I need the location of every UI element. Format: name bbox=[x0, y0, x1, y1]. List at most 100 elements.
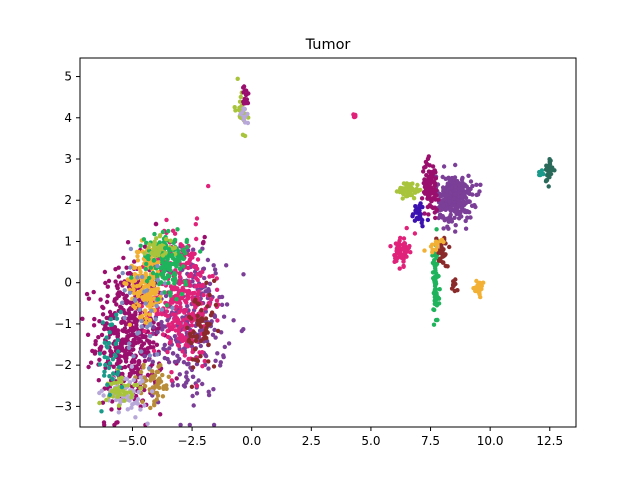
data-point bbox=[138, 407, 143, 412]
data-point bbox=[136, 330, 142, 335]
data-point bbox=[158, 362, 163, 368]
data-point bbox=[162, 355, 167, 361]
data-point bbox=[213, 358, 218, 363]
data-point bbox=[159, 257, 165, 263]
data-point bbox=[179, 308, 184, 313]
data-point bbox=[194, 333, 200, 339]
point-cluster bbox=[422, 237, 446, 255]
data-point bbox=[219, 302, 225, 307]
point-cluster bbox=[430, 227, 442, 327]
data-point bbox=[188, 271, 194, 277]
data-point bbox=[97, 319, 102, 324]
data-point bbox=[132, 383, 137, 388]
data-point bbox=[99, 388, 105, 393]
data-point bbox=[167, 340, 173, 345]
data-point bbox=[102, 369, 107, 374]
data-point bbox=[392, 259, 397, 264]
data-point bbox=[100, 400, 106, 405]
data-point bbox=[425, 217, 431, 223]
data-point bbox=[97, 351, 103, 356]
data-point bbox=[543, 167, 549, 172]
data-point bbox=[142, 329, 147, 334]
data-point bbox=[200, 282, 205, 288]
data-point bbox=[165, 328, 170, 334]
data-point bbox=[160, 272, 165, 278]
data-point bbox=[463, 218, 468, 224]
data-point bbox=[388, 244, 393, 249]
data-point bbox=[424, 173, 429, 178]
data-point bbox=[149, 250, 154, 256]
data-point bbox=[123, 351, 128, 357]
data-point bbox=[221, 314, 227, 319]
data-point bbox=[156, 253, 161, 258]
data-point bbox=[221, 354, 226, 360]
data-point bbox=[155, 277, 160, 283]
data-point bbox=[159, 307, 165, 312]
data-point bbox=[207, 281, 213, 286]
data-point bbox=[432, 277, 438, 282]
data-point bbox=[138, 369, 144, 375]
data-point bbox=[214, 298, 220, 303]
data-point bbox=[185, 325, 190, 330]
data-point bbox=[172, 316, 177, 322]
data-point bbox=[177, 372, 182, 377]
data-point bbox=[402, 248, 408, 253]
data-point bbox=[117, 391, 123, 397]
data-point bbox=[206, 288, 212, 294]
data-point bbox=[200, 269, 205, 275]
data-point bbox=[129, 405, 134, 410]
data-point bbox=[116, 410, 122, 415]
data-point bbox=[432, 294, 438, 300]
data-point bbox=[135, 275, 140, 280]
data-point bbox=[155, 393, 161, 398]
data-point bbox=[180, 349, 185, 354]
data-point bbox=[165, 349, 170, 355]
data-point bbox=[454, 209, 459, 215]
data-point bbox=[433, 215, 438, 221]
data-point bbox=[140, 399, 145, 404]
data-point bbox=[112, 297, 118, 302]
data-point bbox=[170, 246, 176, 251]
data-point bbox=[135, 254, 140, 259]
data-point bbox=[152, 241, 157, 246]
data-point bbox=[126, 383, 131, 388]
data-point bbox=[193, 338, 198, 343]
data-point bbox=[170, 351, 176, 356]
x-tick-label: 10.0 bbox=[477, 434, 504, 448]
data-point bbox=[433, 176, 439, 181]
data-point bbox=[414, 215, 420, 221]
data-point bbox=[177, 356, 182, 362]
data-point bbox=[178, 304, 183, 310]
data-point bbox=[123, 356, 128, 361]
data-point bbox=[138, 243, 143, 248]
data-point bbox=[106, 365, 112, 371]
data-point bbox=[121, 388, 126, 393]
data-point bbox=[127, 341, 132, 346]
data-point bbox=[104, 335, 109, 340]
data-point bbox=[183, 279, 188, 284]
data-point bbox=[111, 364, 116, 369]
data-point bbox=[224, 263, 229, 268]
data-point bbox=[154, 272, 160, 277]
y-tick-label: 0 bbox=[64, 276, 72, 290]
data-point bbox=[436, 215, 441, 221]
data-point bbox=[154, 303, 159, 309]
data-point bbox=[204, 325, 209, 331]
data-point bbox=[161, 269, 167, 274]
data-point bbox=[124, 293, 129, 298]
data-point bbox=[147, 275, 152, 281]
data-point bbox=[90, 348, 95, 354]
data-point bbox=[193, 305, 198, 310]
data-point bbox=[97, 400, 102, 406]
data-point bbox=[204, 335, 209, 341]
data-point bbox=[453, 229, 458, 234]
point-cluster bbox=[388, 225, 418, 271]
data-point bbox=[468, 179, 474, 184]
data-point bbox=[184, 374, 189, 379]
point-cluster bbox=[232, 76, 251, 139]
data-point bbox=[186, 295, 191, 301]
data-point bbox=[100, 320, 106, 325]
data-point bbox=[183, 251, 188, 256]
data-point bbox=[143, 320, 148, 325]
data-point bbox=[415, 182, 420, 188]
